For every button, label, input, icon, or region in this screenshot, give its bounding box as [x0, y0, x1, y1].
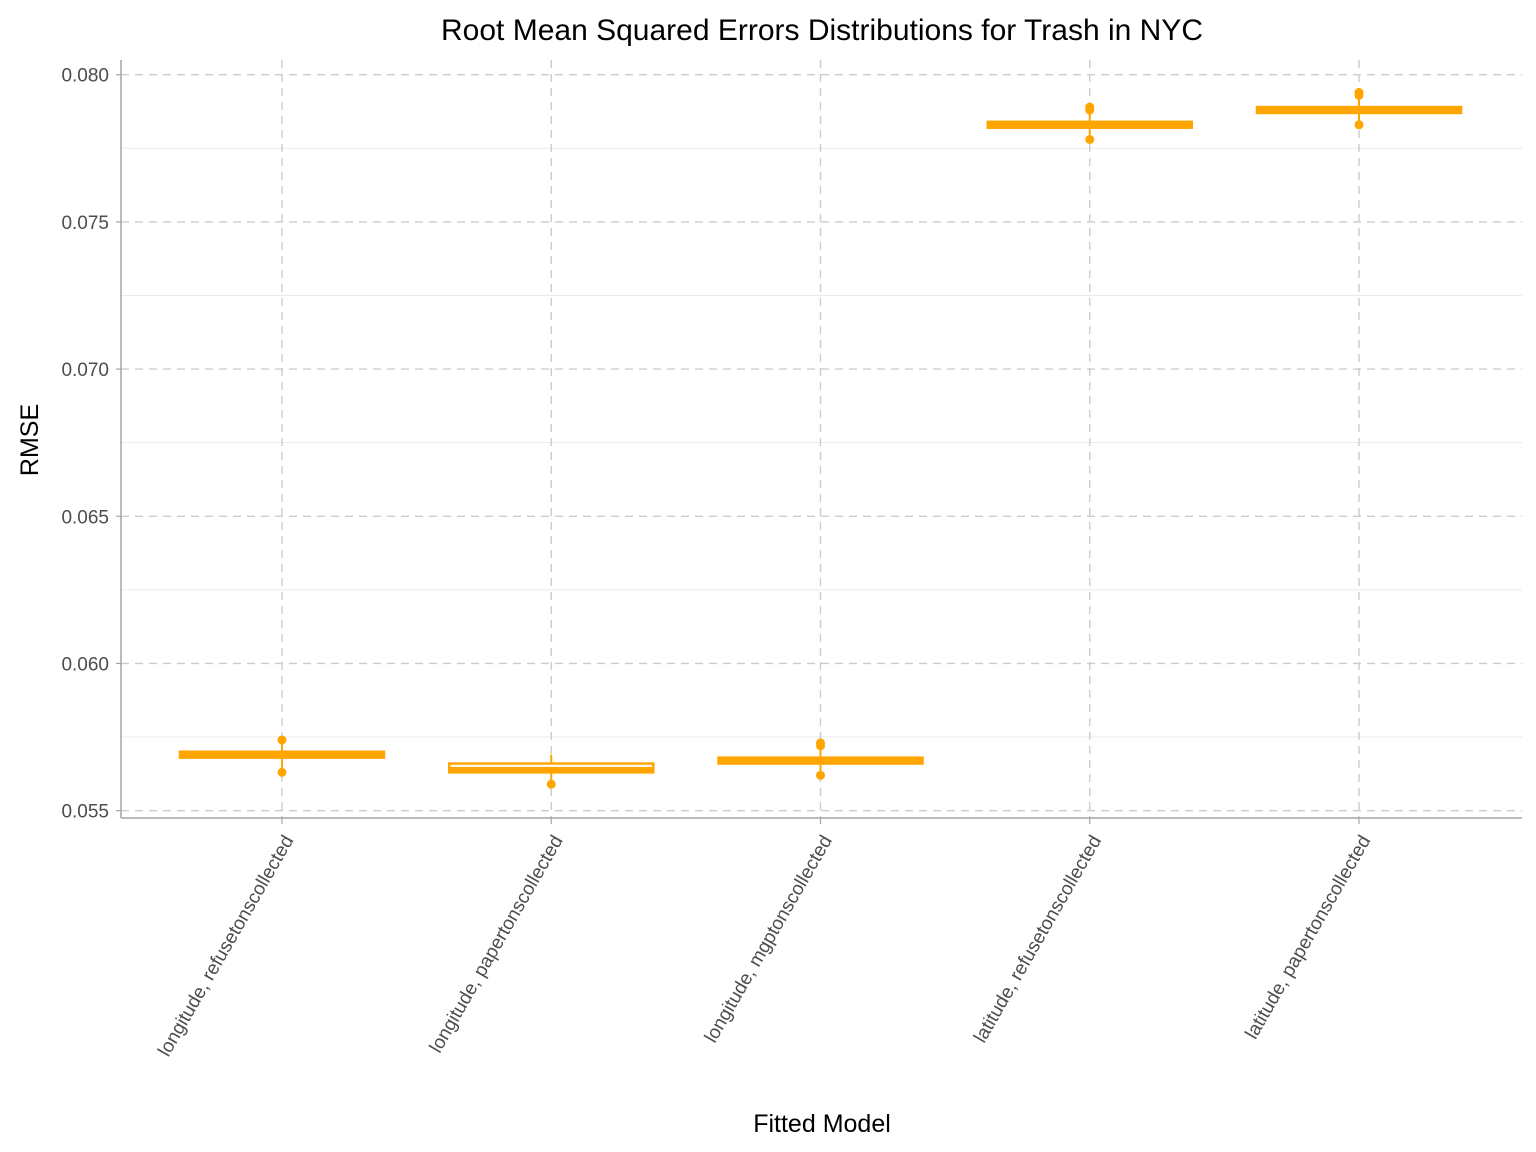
boxplot-2 [448, 754, 655, 789]
y-tick-label: 0.080 [61, 66, 109, 87]
boxplot-1 [178, 735, 386, 777]
axes [116, 60, 1522, 824]
x-tick-label: longitude, mgptonscollected [701, 832, 837, 1046]
x-tick-label: latitude, papertonscollected [1241, 832, 1375, 1043]
outlier-point [546, 779, 556, 789]
y-tick-label: 0.060 [61, 654, 109, 675]
x-tick-label: longitude, refusetonscollected [154, 832, 298, 1060]
y-tick-label: 0.065 [61, 507, 109, 528]
y-tick-label: 0.070 [61, 360, 109, 381]
boxplots [178, 87, 1463, 789]
y-axis-title: RMSE [16, 404, 44, 476]
x-tick-label: latitude, refusetonscollected [970, 832, 1106, 1046]
outlier-point [1085, 134, 1095, 144]
tick-labels: 0.055 0.060 0.065 0.070 0.075 0.080 longitude,… [61, 66, 1375, 1060]
outlier-point [1085, 105, 1095, 115]
outlier-point [816, 741, 825, 751]
outlier-point [277, 767, 287, 777]
outlier-point [816, 770, 825, 780]
x-tick-label: longitude, papertonscollected [426, 832, 568, 1057]
y-tick-label: 0.055 [61, 802, 109, 823]
outlier-point [1354, 120, 1364, 130]
x-axis-title: Fitted Model [753, 1110, 891, 1138]
outlier-point [1354, 90, 1364, 100]
outlier-point [277, 735, 287, 745]
boxplot-3 [717, 738, 924, 780]
boxplot-4 [986, 102, 1193, 144]
y-tick-label: 0.075 [61, 213, 109, 234]
grid-lines [121, 60, 1522, 818]
chart-title: Root Mean Squared Errors Distributions f… [441, 14, 1203, 47]
boxplot-5 [1255, 87, 1463, 130]
